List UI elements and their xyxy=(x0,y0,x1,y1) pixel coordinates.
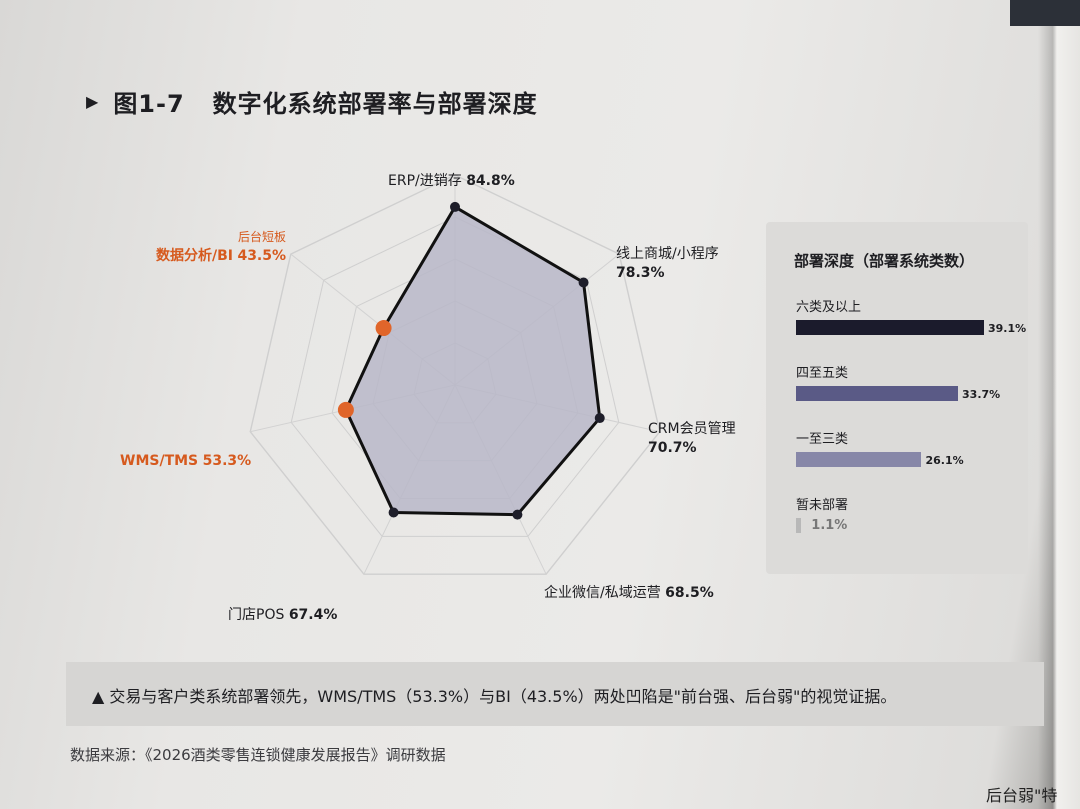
radar-data-point xyxy=(578,277,589,288)
radar-label-erp: ERP/进销存 84.8% xyxy=(388,173,515,189)
data-source-note: 数据来源：《2026酒类零售连锁健康发展报告》调研数据 xyxy=(70,746,446,764)
radar-data-point xyxy=(450,201,460,212)
radar-data-point xyxy=(594,413,605,424)
depth-value: 39.1% xyxy=(988,322,1027,335)
depth-bar xyxy=(796,452,922,467)
depth-value: 26.1% xyxy=(925,454,964,467)
depth-value: 1.1% xyxy=(811,518,848,533)
radar-label-wecom: 企业微信/私域运营 68.5% xyxy=(544,585,714,601)
depth-item-six-plus: 六类及以上 39.1% xyxy=(796,296,1026,335)
radar-grid-ring xyxy=(290,216,620,537)
depth-bar xyxy=(796,518,802,533)
depth-item-four-five: 四至五类 33.7% xyxy=(796,362,1026,401)
caption-text: ▲ 交易与客户类系统部署领先，WMS/TMS（53.3%）与BI（43.5%）两… xyxy=(92,687,897,706)
radar-data-point xyxy=(512,509,523,520)
depth-value: 33.7% xyxy=(962,388,1001,401)
depth-category-label: 一至三类 xyxy=(796,432,849,447)
caption-box: ▲ 交易与客户类系统部署领先，WMS/TMS（53.3%）与BI（43.5%）两… xyxy=(66,662,1044,726)
radar-grid-ring xyxy=(249,174,661,575)
page-corner-text: 后台弱"特 xyxy=(986,786,1058,805)
depth-panel-title: 部署深度（部署系统类数） xyxy=(794,252,975,270)
deployment-depth-panel: 部署深度（部署系统类数） 六类及以上 39.1% 四至五类 33.7% 一至三类… xyxy=(766,222,1028,574)
depth-bar xyxy=(796,386,959,401)
depth-category-label: 暂未部署 xyxy=(796,498,849,513)
radar-label-bi: 后台短板 数据分析/BI 43.5% xyxy=(156,230,287,264)
radar-data-point xyxy=(337,401,354,418)
page-edge-shadow xyxy=(1038,0,1080,809)
backend-weakness-note: 后台短板 xyxy=(238,230,287,244)
radar-label-mall: 线上商城/小程序 78.3% xyxy=(616,246,719,281)
radar-data-area xyxy=(344,205,602,517)
depth-category-label: 四至五类 xyxy=(796,366,849,381)
depth-item-one-three: 一至三类 26.1% xyxy=(796,428,1026,467)
depth-category-label: 六类及以上 xyxy=(796,300,862,315)
radar-label-crm: CRM会员管理 70.7% xyxy=(648,421,736,456)
depth-item-none: 暂未部署 1.1% xyxy=(796,494,1026,533)
radar-data-point xyxy=(375,320,392,337)
background-corner xyxy=(1010,0,1080,26)
radar-data-point xyxy=(388,507,399,518)
figure-title: ▶ 图1-7 数字化系统部署率与部署深度 xyxy=(86,84,538,119)
radar-label-wms: WMS/TMS 53.3% xyxy=(120,453,252,469)
figure-number: 图1-7 xyxy=(113,90,185,118)
figure-title-text: 数字化系统部署率与部署深度 xyxy=(212,90,538,118)
radar-label-pos: 门店POS 67.4% xyxy=(228,607,338,623)
triangle-marker-icon: ▶ xyxy=(86,92,100,111)
depth-bar xyxy=(796,320,984,335)
